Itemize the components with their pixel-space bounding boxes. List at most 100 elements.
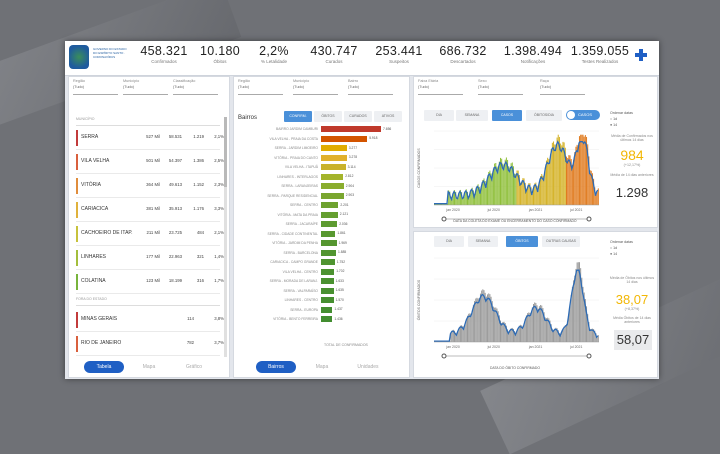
- state-name: MINAS GERAIS: [81, 316, 118, 322]
- table-row[interactable]: CACHOEIRO DE ITAP. 211 Mil 23.725 484 2,1%: [76, 223, 224, 246]
- tab-dia[interactable]: DIA: [434, 236, 464, 247]
- bar-row[interactable]: SERRA - CENTRO 2.201: [240, 201, 400, 210]
- bar: [321, 297, 334, 303]
- series-bar: [475, 191, 477, 205]
- radio-14[interactable]: ● 14: [610, 123, 618, 127]
- tab-confirmados[interactable]: CONFIRM.: [284, 111, 312, 122]
- bar-value: 2.201: [340, 202, 349, 207]
- filter-municipio[interactable]: Município (Tudo): [123, 79, 168, 95]
- series-bar: [492, 168, 494, 205]
- bar-row[interactable]: CARIACICA - CAMPO GRANDE 1.752: [240, 258, 400, 267]
- bar-row[interactable]: SERRA - MORADA DE LARANJ. 1.633: [240, 277, 400, 286]
- radio-1d[interactable]: ○ 1d: [610, 117, 618, 121]
- bar-row[interactable]: SERRA - EUROPA 1.437: [240, 306, 400, 315]
- table-scrollbar[interactable]: [224, 117, 227, 357]
- series-bar: [492, 306, 494, 342]
- tab-obitos[interactable]: ÓBITOS: [506, 236, 538, 247]
- series-bar: [512, 328, 514, 342]
- series-bar: [558, 136, 560, 205]
- slider-handle-end[interactable]: [586, 353, 592, 359]
- bar-row[interactable]: SERRA - CIDADE CONTINENTAL 1.861: [240, 230, 400, 239]
- tab-semana[interactable]: SEMANA: [468, 236, 498, 247]
- bar-row[interactable]: SERRA - PARQUE RESIDENCIAL 2.903: [240, 192, 400, 201]
- slider-handle-start[interactable]: [441, 353, 447, 359]
- series-bar: [570, 295, 572, 342]
- filter-bairro[interactable]: Bairro (Tudo): [348, 79, 393, 95]
- bar-row[interactable]: VITÓRIA - BENTO FERREIRA 1.436: [240, 315, 400, 324]
- cell-c4: 1,4%: [214, 254, 224, 259]
- series-bar: [457, 330, 459, 342]
- tab-ativos[interactable]: ATIVOS: [374, 111, 402, 122]
- bar-row[interactable]: SERRA - LARANJEIRAS 2.904: [240, 182, 400, 191]
- series-bar: [571, 286, 573, 342]
- tab-curados[interactable]: CURADOS: [344, 111, 372, 122]
- table-row[interactable]: LINHARES 177 Mil 22.963 321 1,4%: [76, 247, 224, 270]
- filter-sexo[interactable]: Sexo (Tudo): [478, 79, 523, 95]
- table-row[interactable]: SERRA 527 Mil 58.531 1.219 2,1%: [76, 127, 224, 150]
- tab-dia[interactable]: DIA: [424, 110, 454, 121]
- tab-semana[interactable]: SEMANA: [456, 110, 488, 121]
- bar-row[interactable]: VILA VELHA - ITAPUÃ 3.114: [240, 163, 400, 172]
- bar-row[interactable]: SERRA - JARDIM LIMOEIRO 3.277: [240, 144, 400, 153]
- bar-value: 1.635: [335, 288, 344, 292]
- slider-handle-start[interactable]: [441, 216, 447, 222]
- unidades-button[interactable]: Unidades: [357, 364, 379, 370]
- cell-c2: 23.725: [168, 230, 182, 235]
- tab-obitos[interactable]: ÓBITOS: [314, 111, 342, 122]
- bar-row[interactable]: SERRA - JACARAÍPE 2.036: [240, 220, 400, 229]
- bairros-button[interactable]: Bairros: [256, 361, 296, 373]
- cell-c3: 114: [187, 316, 194, 321]
- municipio-name: CACHOEIRO DE ITAP.: [81, 230, 133, 236]
- table-row[interactable]: COLATINA 123 Mil 18.199 316 1,7%: [76, 271, 224, 294]
- table-row[interactable]: CARIACICA 381 Mil 35.913 1.176 3,3%: [76, 199, 224, 222]
- filter-raca[interactable]: Raça (Tudo): [540, 79, 585, 95]
- bar-row[interactable]: VILA VELHA - CENTRO 1.702: [240, 268, 400, 277]
- state-name: RIO DE JANEIRO: [81, 340, 122, 346]
- series-bar: [547, 157, 549, 205]
- bar-row[interactable]: SERRA - BARCELONA 1.885: [240, 249, 400, 258]
- grafico-button[interactable]: Gráfico: [185, 364, 203, 370]
- side-value-1: 984: [620, 147, 644, 163]
- series-bar: [485, 185, 487, 205]
- tab-obitos-dia[interactable]: ÓBITOS/DIA: [526, 110, 562, 121]
- table-row[interactable]: MINAS GERAIS 114 3,8%: [76, 309, 224, 332]
- series-bar: [560, 143, 562, 205]
- radio-1d[interactable]: ○ 1d: [610, 246, 618, 250]
- table-row[interactable]: VITÓRIA 364 Mil 49.613 1.152 2,3%: [76, 175, 224, 198]
- bar-row[interactable]: LINHARES - CENTRO 1.570: [240, 296, 400, 305]
- x-tick-label: jul 2021: [569, 208, 582, 212]
- filter-municipio[interactable]: Município (Tudo): [293, 79, 338, 95]
- table-row[interactable]: VILA VELHA 501 Mil 54.397 1.386 2,5%: [76, 151, 224, 174]
- filter-regiao[interactable]: Região (Tudo): [238, 79, 283, 95]
- series-bar: [509, 167, 511, 205]
- slider-handle-end[interactable]: [586, 216, 592, 222]
- subheader: FORA DO ESTADO: [76, 297, 220, 306]
- radio-14[interactable]: ● 14: [610, 252, 618, 256]
- bar-row[interactable]: VITÓRIA - JARDIM DA PENHA 1.969: [240, 239, 400, 248]
- bar-row[interactable]: BAIRRO JARDIM CAMBURI 7.656: [240, 125, 400, 134]
- series-bar: [578, 136, 580, 205]
- mapa-button[interactable]: Mapa: [142, 364, 156, 370]
- mapa-button[interactable]: Mapa: [315, 364, 329, 370]
- series-bar: [516, 170, 518, 205]
- tab-casos[interactable]: CASOS: [492, 110, 522, 121]
- series-bar: [577, 145, 579, 205]
- series-bar: [528, 183, 530, 205]
- filter-classificacao[interactable]: Classificação (Tudo): [173, 79, 218, 95]
- bar-row[interactable]: VITÓRIA - MATA DA PRAIA 2.121: [240, 211, 400, 220]
- bar-row[interactable]: SERRA - VALPARAÍSO 1.635: [240, 287, 400, 296]
- table-row[interactable]: RIO DE JANEIRO 782 3,7%: [76, 333, 224, 356]
- bar-row[interactable]: VILA VELHA - PRAIA DA COSTA 5.918: [240, 135, 400, 144]
- series-bar: [554, 144, 556, 205]
- tabela-button[interactable]: Tabela: [84, 361, 124, 373]
- tab-outras-causas[interactable]: OUTRAS CAUSAS: [542, 236, 580, 247]
- filter-faixa-etaria[interactable]: Faixa Etária (Tudo): [418, 79, 463, 95]
- casos-toggle[interactable]: CASOS: [566, 110, 600, 120]
- bar-row[interactable]: LINHARES - INTERLAGOS 2.812: [240, 173, 400, 182]
- series-bar: [525, 315, 527, 342]
- bar-row[interactable]: VITÓRIA - PRAIA DO CANTO 3.278: [240, 154, 400, 163]
- series-bar: [477, 184, 479, 205]
- series-bar: [507, 159, 509, 205]
- filter-regiao[interactable]: Região (Tudo): [73, 79, 118, 95]
- series-bar: [479, 192, 481, 205]
